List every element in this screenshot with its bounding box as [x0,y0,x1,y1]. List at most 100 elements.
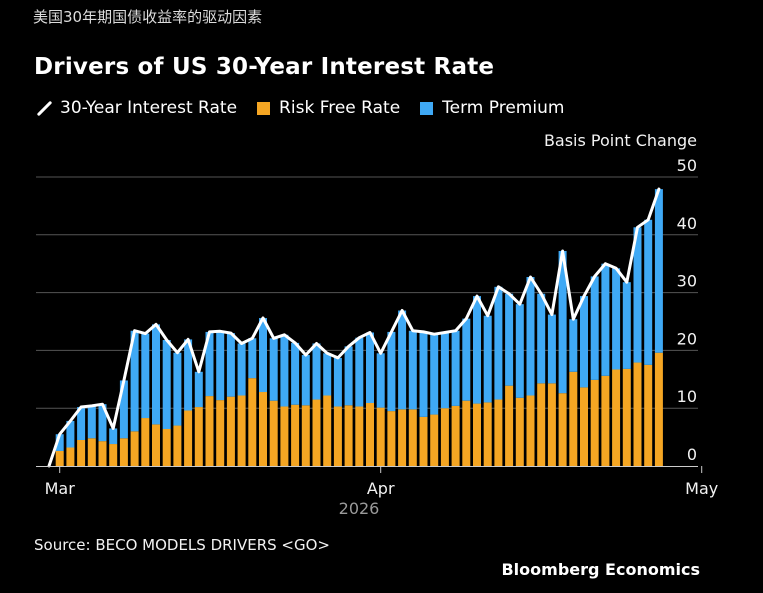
term-premium-swatch-icon [420,101,434,115]
term-premium-bar [184,339,193,411]
term-premium-bar [248,338,257,379]
risk-free-bar [184,410,193,466]
term-premium-bar [109,428,118,445]
risk-free-bar [109,444,118,466]
risk-free-bar [387,411,396,466]
risk-free-bar [419,416,428,466]
term-premium-bar [87,405,96,439]
risk-free-bar [451,405,460,466]
y-tick-label: 10 [677,387,697,406]
term-premium-bar [654,189,663,353]
term-premium-bar [312,343,321,400]
term-premium-bar [98,404,107,442]
risk-free-bar [601,375,610,466]
risk-free-bar [323,395,332,466]
legend-label-rate: 30-Year Interest Rate [60,98,238,118]
risk-free-bar [119,438,128,466]
term-premium-bar [408,330,417,410]
term-premium-bar [633,227,642,363]
top-caption: 美国30年期国债收益率的驱动因素 [33,8,263,26]
source-note: Source: BECO MODELS DRIVERS <GO> [34,536,330,554]
term-premium-bar [66,420,75,448]
risk-free-bar [612,369,621,466]
term-premium-bar [344,346,353,406]
term-premium-bar [644,219,653,365]
risk-free-bar [408,409,417,466]
term-premium-bar [494,286,503,400]
risk-free-bar [505,385,514,466]
year-label: 2026 [339,499,380,518]
risk-free-bar [440,408,449,466]
term-premium-bar [280,334,289,407]
risk-free-bar [366,402,374,466]
term-premium-bar [259,318,267,393]
risk-free-bar [537,383,546,466]
risk-free-bar [473,403,481,466]
risk-free-bar [483,402,492,466]
term-premium-bar [269,338,278,401]
term-premium-bar [601,263,610,376]
legend-item-rate: 30-Year Interest Rate [36,98,237,118]
legend-label-term-premium: Term Premium [442,98,565,118]
risk-free-bar [66,447,75,466]
risk-free-bar [547,383,556,466]
risk-free-bar [355,406,364,466]
term-premium-bar [580,296,588,388]
term-premium-bar [237,343,246,396]
term-premium-bar [537,293,546,384]
legend-label-risk-free: Risk Free Rate [279,98,401,118]
risk-free-bar [194,407,203,466]
term-premium-bar [462,318,471,401]
term-premium-bar [323,353,332,396]
rate-line [47,187,661,468]
term-premium-bar [162,339,171,430]
risk-free-bar [462,400,471,466]
risk-free-bar [98,441,107,466]
y-tick-label: 40 [677,214,697,233]
risk-free-bar [77,439,86,466]
risk-free-bar [55,450,64,466]
term-premium-bar [55,434,64,451]
term-premium-bar [141,333,150,419]
x-tick-label: Apr [367,479,395,498]
term-premium-bar [194,371,203,408]
term-premium-bar [547,314,556,384]
risk-free-bar [237,395,246,466]
term-premium-bar [505,293,514,386]
chart-legend: 30-Year Interest Rate Risk Free Rate Ter… [36,97,584,119]
y-tick-label: 20 [677,329,697,348]
risk-free-bar [515,397,524,466]
risk-free-bar [291,404,300,466]
term-premium-bar [398,310,407,410]
term-premium-bar [216,331,225,401]
risk-free-bar [141,418,150,466]
term-premium-bar [558,250,567,394]
term-premium-bar [205,331,214,397]
term-premium-bar [152,324,160,425]
legend-item-risk-free: Risk Free Rate [257,98,400,118]
risk-free-bar [130,431,139,466]
risk-free-bar [226,396,235,466]
legend-item-term-premium: Term Premium [420,98,564,118]
term-premium-bar [569,319,578,372]
risk-free-bar [152,424,160,466]
x-tick-label: May [685,479,718,498]
risk-free-bar [280,406,289,466]
term-premium-bar [590,276,599,380]
term-premium-bar [473,296,481,404]
term-premium-bar [301,355,310,406]
risk-free-bar [301,405,310,466]
term-premium-bar [130,330,139,432]
term-premium-bar [77,407,86,440]
risk-free-bar [259,392,267,466]
risk-free-bar [173,425,182,466]
risk-free-bar [376,407,385,466]
term-premium-bar [451,330,460,406]
term-premium-bar [119,380,128,439]
risk-free-bar [494,399,503,466]
risk-free-bar [633,362,642,466]
risk-free-bar [162,429,171,466]
risk-free-bar [248,378,257,466]
term-premium-bar [173,352,182,426]
y-tick-label: 0 [687,445,697,464]
